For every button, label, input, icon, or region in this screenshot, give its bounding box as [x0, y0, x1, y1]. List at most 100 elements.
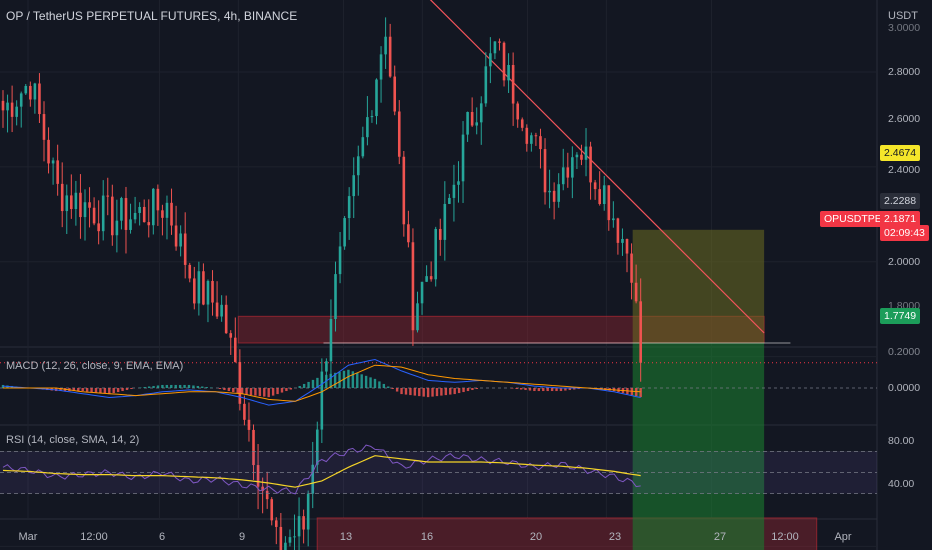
macd-histogram-bar: [289, 388, 293, 390]
macd-histogram-bar: [519, 388, 523, 390]
macd-histogram-bar: [183, 384, 186, 388]
time-label-27: 27: [713, 531, 727, 543]
macd-histogram-bar: [125, 388, 129, 391]
candle-body: [621, 238, 624, 243]
macd-histogram-bar: [139, 387, 142, 388]
candle-body: [10, 102, 14, 117]
macd-histogram-bar: [360, 374, 363, 388]
candle-body: [438, 228, 442, 240]
macd-histogram-bar: [254, 388, 257, 396]
candle-body: [152, 188, 155, 226]
macd-histogram-bar: [116, 388, 120, 393]
candle-body: [115, 220, 119, 236]
price-tick-2.6: 2.6000: [888, 113, 921, 125]
currency-label: USDT: [888, 10, 918, 22]
candle-body: [520, 119, 524, 128]
macd-histogram-bar: [201, 386, 204, 388]
candle-body: [315, 429, 319, 465]
macd-histogram-bar: [426, 388, 430, 398]
candle-body: [138, 206, 141, 213]
candle-body: [343, 218, 346, 247]
macd-histogram-bar: [81, 388, 84, 392]
candle-body: [347, 196, 351, 219]
macd-histogram-bar: [453, 388, 456, 395]
candle-body: [370, 116, 374, 118]
candle-body: [256, 465, 260, 487]
stop-price-tag: 1.7749: [880, 308, 921, 324]
candle-body: [548, 190, 551, 193]
macd-histogram-bar: [223, 388, 226, 391]
macd-histogram-bar: [298, 385, 301, 388]
macd-histogram-bar: [635, 388, 638, 397]
macd-tick-0: 0.0000: [888, 382, 921, 394]
macd-signal-line: [3, 364, 641, 402]
candle-body: [356, 156, 360, 176]
price-tick-2.4: 2.4000: [888, 164, 921, 176]
candle-body: [220, 304, 223, 317]
candle-body: [124, 198, 128, 230]
macd-histogram-bar: [205, 386, 208, 388]
candle-body: [6, 102, 9, 111]
candles-group: [1, 17, 642, 550]
candle-body: [612, 218, 615, 221]
candle-body: [566, 167, 570, 178]
candle-body: [375, 79, 378, 117]
macd-histogram-bar: [320, 375, 324, 388]
candle-body: [211, 280, 214, 303]
candle-body: [593, 182, 597, 190]
candle-body: [466, 112, 469, 135]
candle-body: [448, 197, 451, 204]
candle-body: [557, 184, 560, 202]
candle-body: [334, 274, 337, 320]
macd-histogram-bar: [422, 388, 425, 397]
macd-histogram-bar: [369, 377, 372, 388]
candle-body: [397, 111, 401, 157]
macd-histogram-bar: [94, 388, 98, 393]
time-label-23: 23: [608, 531, 622, 543]
macd-histogram-bar: [329, 373, 332, 388]
macd-histogram-bar: [192, 385, 195, 388]
candle-body: [19, 93, 23, 107]
macd-histogram-bar: [373, 378, 377, 388]
candle-body: [388, 36, 392, 77]
macd-histogram-bar: [147, 386, 151, 388]
candle-body: [202, 271, 205, 305]
candle-body: [306, 493, 310, 530]
trendline: [429, 0, 765, 334]
time-label-13: 13: [339, 531, 353, 543]
macd-histogram-bar: [440, 388, 443, 396]
candle-body: [70, 195, 73, 210]
candle-body: [197, 271, 201, 304]
candle-body: [525, 127, 529, 144]
candle-body: [38, 83, 41, 115]
candle-body: [598, 189, 601, 205]
macd-histogram-bar: [72, 388, 76, 392]
macd-histogram-bar: [333, 372, 337, 388]
candle-body: [552, 190, 556, 202]
candle-body: [238, 361, 242, 404]
candle-body: [589, 146, 592, 183]
macd-histogram-bar: [232, 388, 235, 393]
candle-body: [88, 202, 91, 208]
chart-title: OP / TetherUS PERPETUAL FUTURES, 4h, BIN…: [6, 9, 298, 23]
macd-histogram-bar: [475, 388, 479, 390]
macd-histogram-bar: [351, 371, 355, 388]
candle-body: [602, 185, 606, 205]
candle-body: [74, 192, 78, 210]
candle-body: [193, 278, 196, 304]
macd-histogram-bar: [466, 388, 470, 392]
macd-histogram-bar: [316, 377, 319, 388]
candle-body: [325, 361, 328, 372]
macd-histogram-bar: [59, 388, 62, 392]
candle-body: [416, 303, 419, 331]
macd-histogram-bar: [178, 384, 182, 388]
candle-body: [457, 181, 460, 185]
candle-body: [51, 160, 55, 164]
candle-body: [311, 464, 315, 494]
candle-body: [106, 195, 110, 197]
candle-body: [484, 66, 488, 104]
candle-body: [297, 516, 301, 537]
target-price-tag: 2.4674: [880, 145, 921, 161]
candle-body: [379, 54, 383, 80]
